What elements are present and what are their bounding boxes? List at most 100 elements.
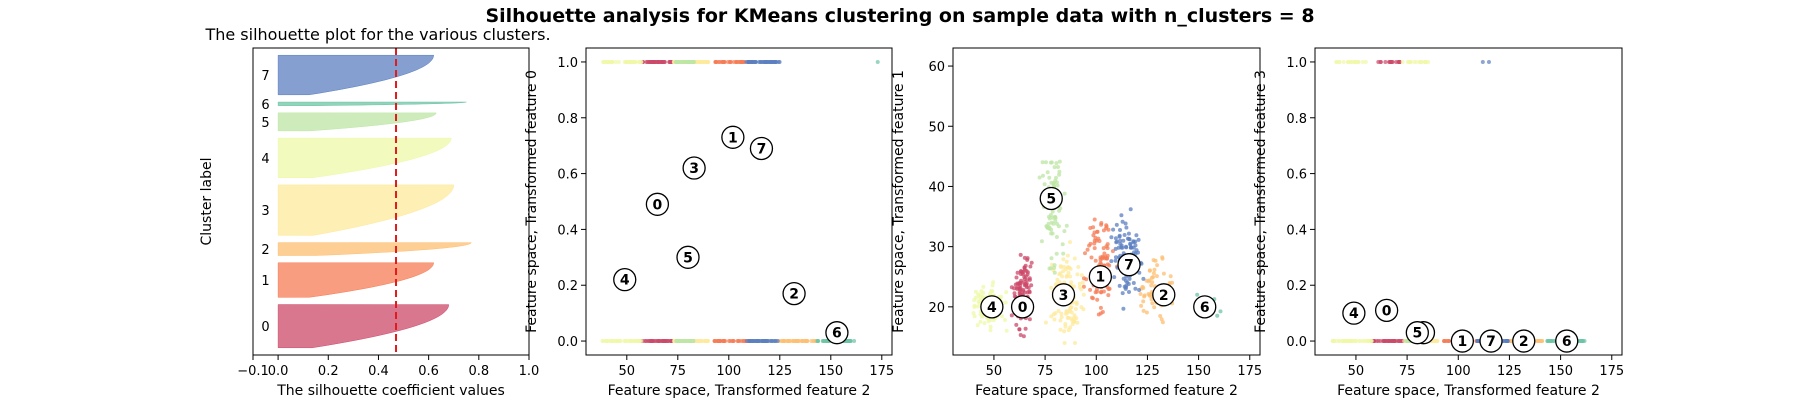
data-point bbox=[726, 60, 731, 64]
data-point bbox=[731, 339, 736, 343]
data-point bbox=[1366, 339, 1371, 343]
data-point bbox=[1062, 229, 1067, 234]
data-point bbox=[1154, 274, 1159, 279]
cluster-label-0: 0 bbox=[261, 320, 269, 335]
data-point bbox=[986, 319, 991, 324]
axes-frame bbox=[252, 47, 530, 356]
data-point bbox=[1092, 246, 1097, 251]
data-point bbox=[1009, 313, 1014, 318]
data-point bbox=[1052, 317, 1057, 322]
data-point bbox=[1054, 251, 1059, 256]
data-point bbox=[1025, 270, 1030, 275]
cluster-center-label-1: 1 bbox=[728, 130, 738, 146]
data-point bbox=[1396, 339, 1401, 343]
data-point bbox=[1101, 228, 1106, 233]
data-point bbox=[748, 339, 753, 343]
data-point bbox=[1056, 165, 1060, 169]
data-point bbox=[761, 60, 766, 64]
data-point bbox=[1049, 314, 1054, 319]
cluster-center-label-4: 4 bbox=[987, 300, 997, 316]
cluster-label-1: 1 bbox=[261, 274, 269, 289]
data-point bbox=[1122, 233, 1127, 237]
cluster-center-label-6: 6 bbox=[832, 326, 842, 342]
data-point bbox=[1054, 235, 1059, 239]
data-point bbox=[1111, 227, 1116, 232]
data-point bbox=[1042, 182, 1047, 187]
data-point bbox=[1021, 287, 1026, 292]
cluster-center-label-0: 0 bbox=[653, 197, 663, 213]
data-point bbox=[637, 339, 642, 343]
data-point bbox=[1076, 265, 1081, 269]
data-point bbox=[1151, 271, 1156, 276]
data-point bbox=[1068, 307, 1072, 312]
data-point bbox=[1121, 306, 1126, 311]
data-point bbox=[973, 289, 978, 294]
data-point bbox=[1400, 60, 1405, 64]
silhouette-band-cluster-6 bbox=[277, 101, 468, 106]
cluster-center-marker-4 bbox=[1342, 301, 1366, 325]
data-point bbox=[1054, 161, 1059, 166]
data-point bbox=[644, 339, 649, 343]
x-tick-label: 100 bbox=[1446, 364, 1471, 379]
data-point bbox=[1014, 275, 1019, 280]
data-point bbox=[1015, 270, 1020, 275]
data-point bbox=[1058, 327, 1063, 332]
x-tick-label: 50 bbox=[1348, 364, 1365, 379]
data-point bbox=[1113, 246, 1118, 251]
silhouette-band-cluster-1 bbox=[277, 262, 435, 298]
data-point bbox=[1057, 208, 1062, 213]
data-point bbox=[1426, 60, 1431, 64]
silhouette-band-cluster-4 bbox=[277, 137, 452, 178]
data-point bbox=[1004, 290, 1009, 295]
y-axis-label: Cluster label bbox=[199, 158, 215, 246]
data-point bbox=[783, 339, 788, 343]
data-point bbox=[991, 280, 996, 285]
data-point bbox=[1167, 281, 1172, 285]
data-point bbox=[1149, 275, 1154, 280]
data-point bbox=[1124, 244, 1128, 249]
data-point bbox=[1027, 317, 1032, 322]
data-point bbox=[1057, 272, 1062, 277]
data-point bbox=[1061, 257, 1066, 262]
data-point bbox=[1579, 339, 1584, 343]
data-point bbox=[973, 295, 978, 300]
cluster-center-label-7: 7 bbox=[1486, 334, 1496, 350]
x-tick-label: −0.1 bbox=[237, 364, 269, 379]
data-point bbox=[1357, 339, 1362, 343]
data-point bbox=[1022, 280, 1027, 285]
cluster-center-marker-5 bbox=[676, 245, 700, 269]
data-point bbox=[1003, 318, 1007, 322]
data-point bbox=[1383, 60, 1388, 64]
data-point bbox=[1132, 250, 1136, 255]
data-point bbox=[1505, 339, 1510, 343]
cluster-center-label-7: 7 bbox=[1124, 258, 1134, 274]
data-point bbox=[1055, 183, 1060, 188]
cluster-center-marker-4 bbox=[980, 295, 1004, 319]
data-point bbox=[1083, 251, 1087, 256]
data-point bbox=[1075, 272, 1080, 277]
x-tick-label: 100 bbox=[1084, 364, 1109, 379]
data-point bbox=[1408, 60, 1413, 64]
data-point bbox=[1117, 234, 1122, 239]
data-point bbox=[746, 60, 751, 64]
data-point bbox=[1117, 283, 1122, 288]
data-point bbox=[1018, 333, 1023, 337]
data-point bbox=[1064, 274, 1069, 279]
data-point bbox=[1363, 60, 1368, 64]
data-point bbox=[1106, 293, 1111, 298]
data-point bbox=[773, 339, 778, 343]
data-point bbox=[1330, 339, 1335, 343]
data-point bbox=[1099, 222, 1104, 227]
data-point bbox=[624, 339, 629, 343]
y-tick-label: 1.0 bbox=[557, 56, 578, 71]
y-tick-label: 0.6 bbox=[1286, 168, 1307, 183]
data-point bbox=[1160, 256, 1165, 261]
data-point bbox=[1073, 307, 1078, 311]
data-point bbox=[756, 339, 761, 343]
data-point bbox=[1121, 276, 1126, 281]
data-point bbox=[1099, 290, 1103, 295]
data-point bbox=[1088, 287, 1093, 292]
data-point bbox=[1486, 59, 1491, 64]
data-point bbox=[1079, 287, 1084, 292]
